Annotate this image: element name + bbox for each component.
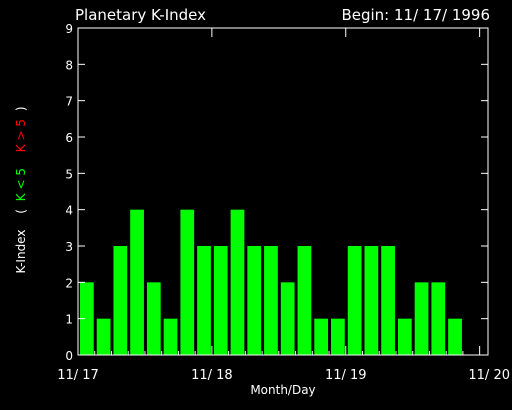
bar — [213, 246, 228, 355]
bar — [130, 209, 144, 355]
y-tick-label: 6 — [65, 131, 73, 145]
x-tick-label: 11/ 19 — [325, 368, 367, 383]
y-tick-label: 9 — [65, 22, 73, 36]
bar — [414, 282, 429, 355]
bar — [347, 246, 362, 355]
bar — [247, 246, 262, 355]
y-axis-label-green: K < 5 — [14, 168, 28, 201]
y-axis-label: K-Index ( K < 5 K > 5 ) — [14, 106, 28, 273]
y-tick-label: 8 — [65, 58, 73, 72]
bar — [180, 209, 195, 355]
bar-group — [80, 209, 462, 355]
bar — [364, 246, 379, 355]
chart-title: Planetary K-Index — [75, 6, 206, 24]
y-axis-label-open: ( — [14, 209, 28, 214]
bar — [197, 246, 211, 355]
y-axis-label-red: K > 5 — [14, 119, 28, 152]
bar — [230, 209, 245, 355]
x-axis-label: Month/Day — [250, 383, 315, 397]
bar — [96, 318, 111, 355]
bar — [397, 318, 412, 355]
x-tick-label: 11/ 20 — [468, 368, 510, 383]
bar — [280, 282, 295, 355]
y-axis-label-prefix: K-Index — [14, 230, 28, 274]
y-axis: 0 1 2 3 4 5 6 7 8 9 — [65, 22, 488, 363]
y-tick-label: 0 — [65, 349, 73, 363]
x-tick-label: 11/ 18 — [191, 368, 233, 383]
y-tick-label: 4 — [65, 204, 73, 218]
begin-date-label: Begin: 11/ 17/ 1996 — [341, 6, 490, 24]
bar — [297, 246, 312, 355]
svg-text:K-Index ( K < 5: K-Index ( K < 5 K > 5 ) — [14, 106, 28, 273]
bar — [146, 282, 161, 355]
bar — [331, 318, 345, 355]
bar — [448, 318, 462, 355]
y-tick-label: 7 — [65, 95, 73, 109]
bar — [113, 246, 128, 355]
bar — [264, 246, 278, 355]
bar — [163, 318, 178, 355]
y-tick-label: 3 — [65, 240, 73, 254]
y-tick-label: 2 — [65, 276, 73, 290]
bar — [381, 246, 395, 355]
x-axis: 11/ 17 11/ 18 11/ 19 11/ 20 — [57, 28, 510, 383]
y-tick-label: 5 — [65, 167, 73, 181]
bar — [431, 282, 446, 355]
bar — [80, 282, 94, 355]
plot-frame — [77, 27, 489, 356]
x-tick-label: 11/ 17 — [57, 368, 99, 383]
bar — [314, 318, 329, 355]
y-axis-label-close: ) — [14, 106, 28, 111]
y-tick-label: 1 — [65, 313, 73, 327]
